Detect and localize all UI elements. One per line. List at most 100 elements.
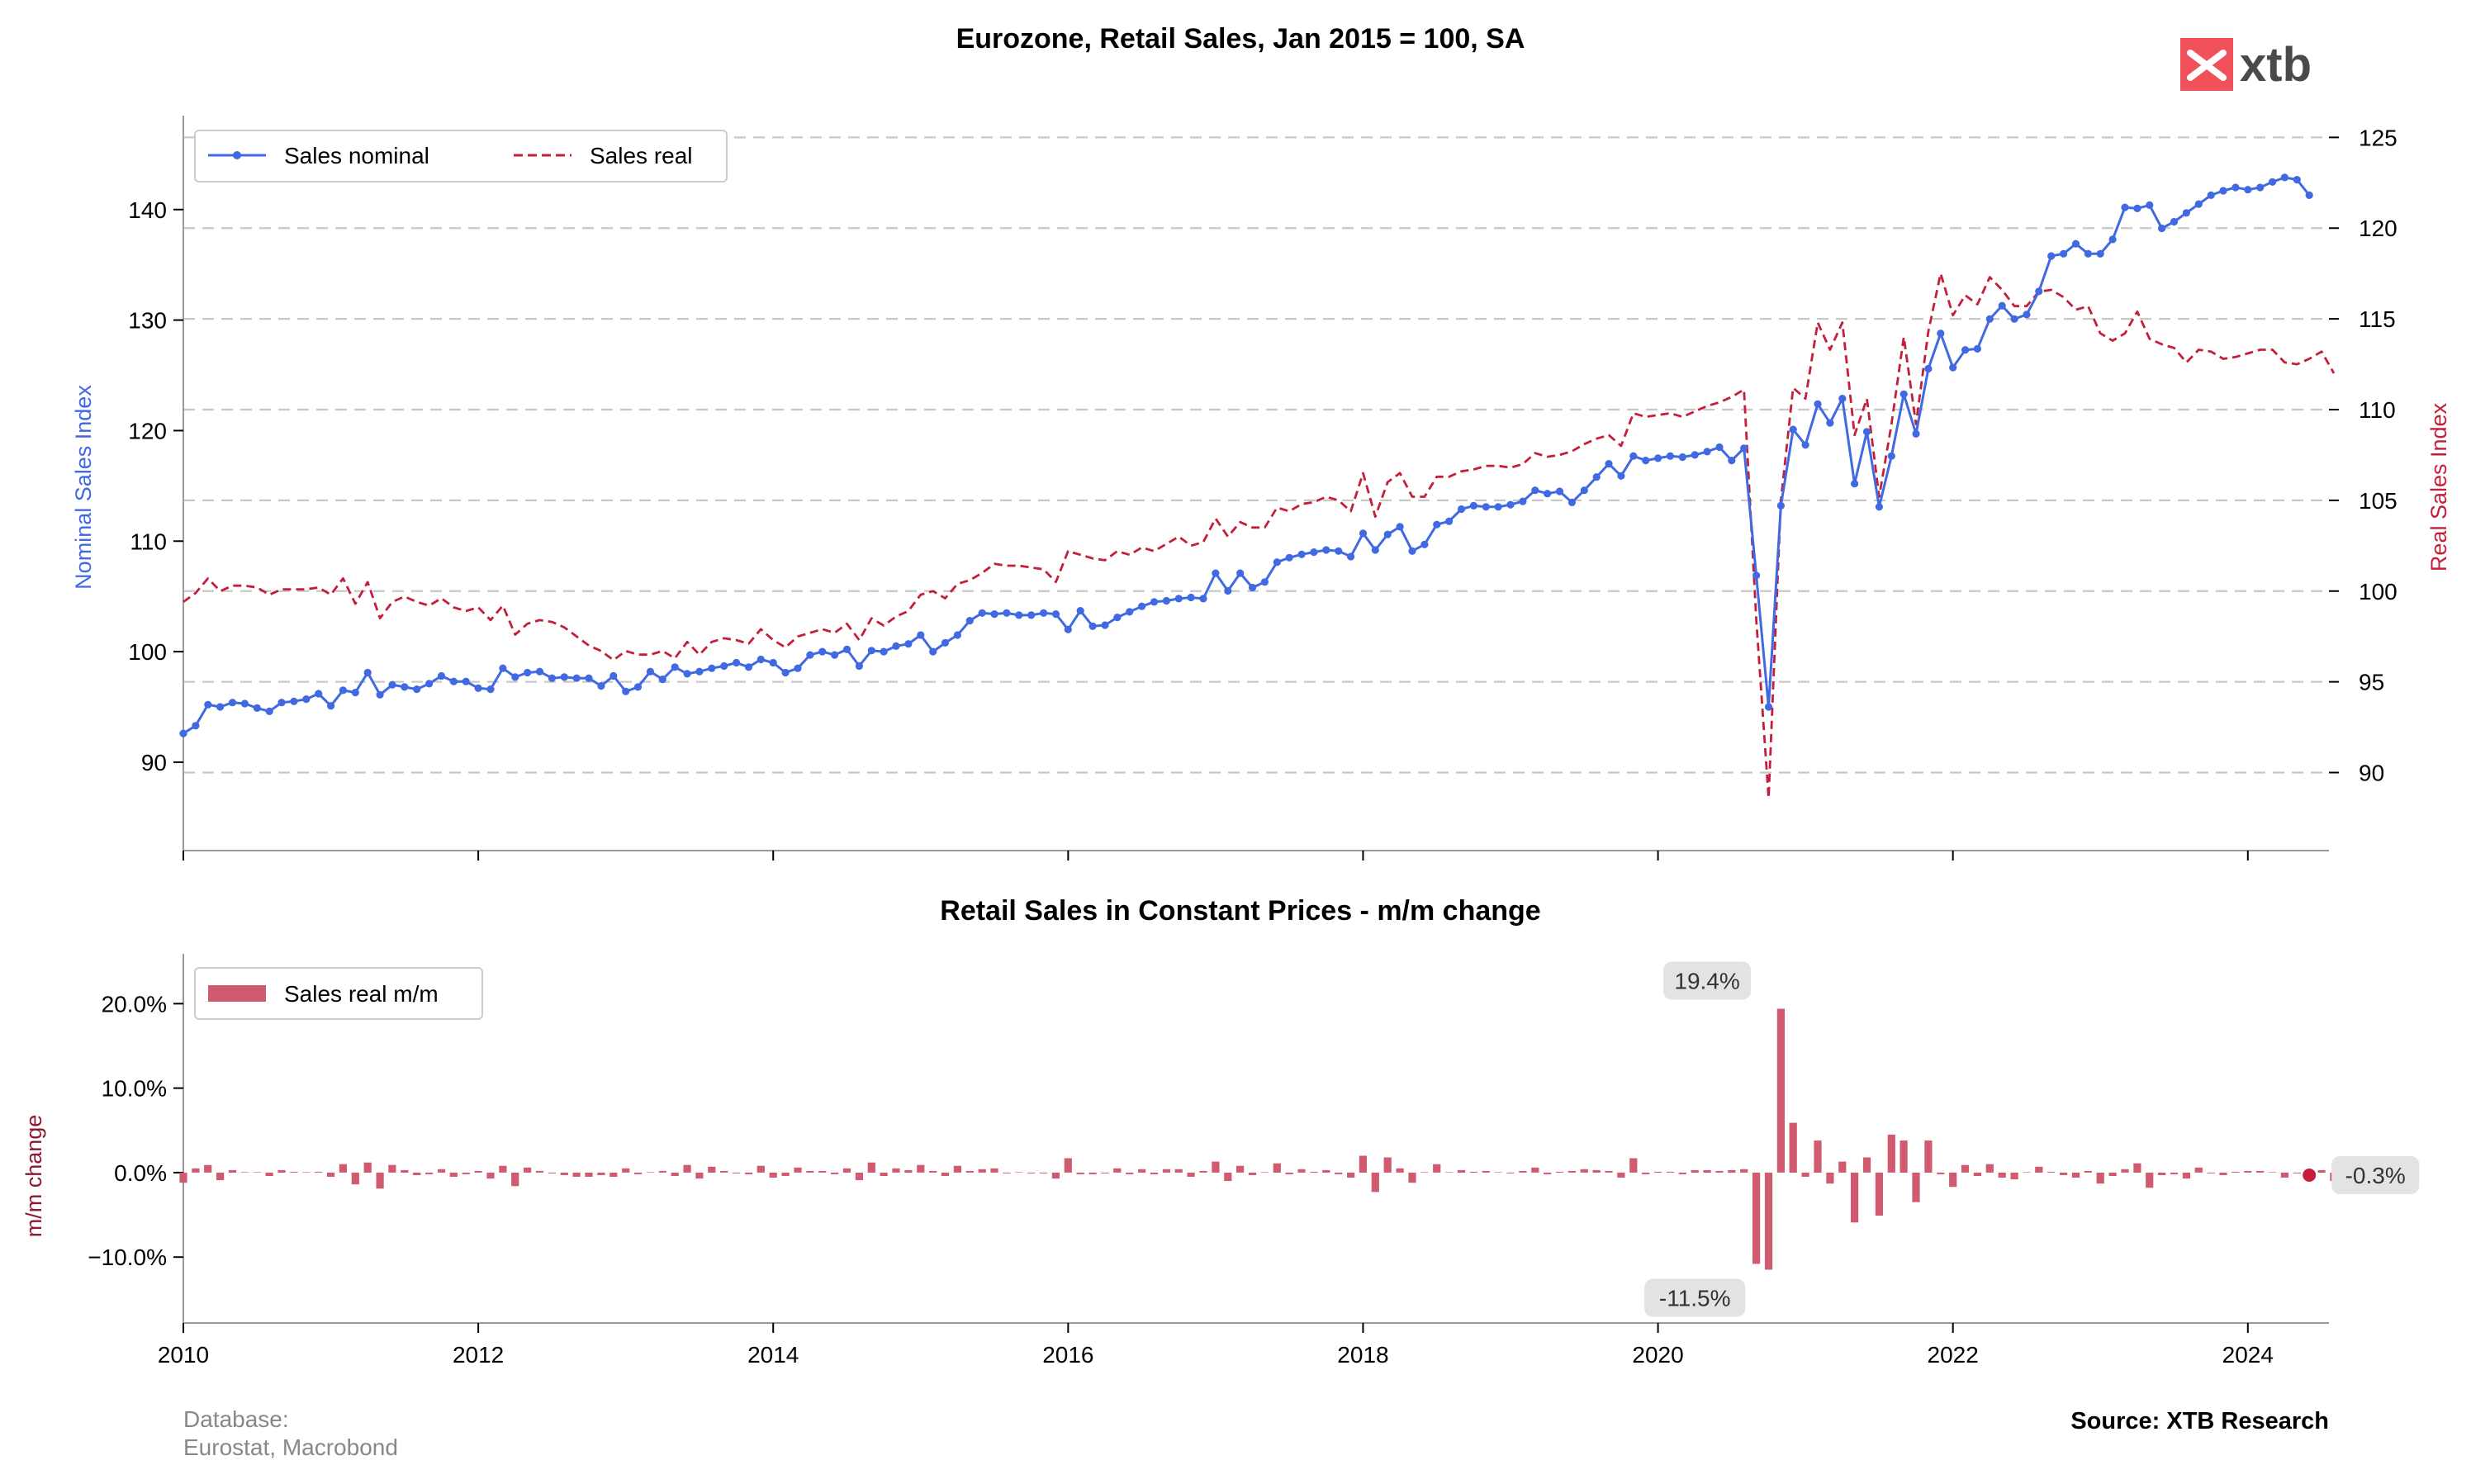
- nominal-point: [1519, 497, 1527, 505]
- nominal-point: [2108, 235, 2117, 244]
- left-tick-label-100: 100: [128, 639, 167, 665]
- nominal-point: [1789, 425, 1797, 434]
- nominal-point: [363, 668, 372, 677]
- bar-mm: [425, 1172, 434, 1174]
- right-tick-label-95: 95: [2359, 670, 2384, 695]
- nominal-point: [560, 673, 568, 681]
- nominal-point: [1101, 621, 1109, 629]
- bar-mm: [1617, 1172, 1625, 1178]
- nominal-point: [1040, 609, 1048, 617]
- nominal-point: [1212, 569, 1220, 577]
- xtb-logo-text: xtb: [2240, 38, 2312, 92]
- nominal-point: [388, 680, 396, 689]
- nominal-point: [1776, 501, 1785, 510]
- nominal-point: [1764, 703, 1773, 711]
- nominal-point: [1297, 550, 1306, 558]
- nominal-point: [769, 658, 777, 667]
- bar-mm: [1297, 1169, 1306, 1173]
- nominal-point: [597, 682, 605, 690]
- bar-mm: [1519, 1170, 1527, 1173]
- bar-mm: [449, 1172, 458, 1177]
- y-axis-label-real: Real Sales Index: [2426, 402, 2451, 571]
- x-tick-label-2024: 2024: [2222, 1342, 2274, 1368]
- nominal-point: [1949, 363, 1957, 372]
- nominal-point: [1752, 571, 1761, 580]
- bar-mm: [2121, 1169, 2129, 1173]
- bottom-legend: Sales real m/m: [194, 967, 483, 1020]
- bar-mm: [1531, 1167, 1539, 1173]
- bar-mm: [2244, 1170, 2252, 1173]
- nominal-point: [1015, 611, 1023, 619]
- nominal-point: [1801, 441, 1809, 449]
- nominal-point: [1985, 315, 1994, 323]
- nominal-point: [535, 667, 544, 676]
- nominal-point: [733, 658, 741, 667]
- nominal-point: [2096, 249, 2104, 258]
- nominal-point: [179, 729, 187, 737]
- footer-database-label: Database:: [183, 1406, 289, 1432]
- nominal-point: [1715, 443, 1724, 452]
- nominal-point: [855, 661, 863, 671]
- bottom-axes: [183, 954, 2329, 1324]
- nominal-point: [1396, 523, 1404, 531]
- nominal-point: [1359, 529, 1368, 538]
- bar-mm: [831, 1172, 839, 1174]
- bar-mm: [1862, 1157, 1871, 1173]
- nominal-point: [2010, 315, 2018, 323]
- bar-mm: [2096, 1172, 2104, 1184]
- bar-mm: [437, 1169, 446, 1173]
- nominal-point: [744, 663, 753, 671]
- nominal-point: [2023, 311, 2031, 319]
- bar-mm: [511, 1172, 519, 1187]
- nominal-point: [572, 674, 581, 682]
- nominal-point: [1051, 610, 1060, 619]
- nominal-point: [1851, 480, 1859, 488]
- bar-mm: [1383, 1157, 1392, 1173]
- nominal-point: [1814, 400, 1822, 408]
- nominal-point: [2269, 178, 2277, 186]
- x-tick-label-2022: 2022: [1928, 1342, 1979, 1368]
- nominal-point: [265, 707, 273, 716]
- bar-mm: [560, 1172, 568, 1175]
- bar-mm: [204, 1164, 212, 1173]
- bar-mm: [646, 1172, 654, 1173]
- top-axes: [183, 116, 2329, 851]
- y-axis-label-mm: m/m change: [21, 1115, 46, 1238]
- nominal-point: [1383, 530, 1392, 538]
- bar-mm: [228, 1169, 237, 1173]
- right-tick-label-100: 100: [2359, 579, 2397, 605]
- bar-mm: [351, 1172, 359, 1185]
- nominal-point: [1469, 501, 1477, 510]
- bar-mm: [1715, 1170, 1724, 1173]
- nominal-point: [425, 680, 434, 688]
- nominal-point: [1138, 602, 1146, 610]
- bottom-tick-label-10: 10.0%: [102, 1076, 167, 1102]
- bar-mm: [2256, 1170, 2265, 1173]
- bar-mm: [744, 1172, 753, 1174]
- legend-swatch-bars: [208, 985, 266, 1002]
- nominal-point: [2293, 176, 2301, 184]
- x-tick-label-2018: 2018: [1337, 1342, 1388, 1368]
- bar-mm: [2280, 1172, 2288, 1178]
- bar-mm: [2146, 1172, 2154, 1188]
- bar-mm: [1629, 1158, 1638, 1173]
- nominal-point: [1580, 486, 1588, 495]
- nominal-point: [720, 661, 728, 671]
- nominal-point: [904, 640, 913, 648]
- nominal-point: [1482, 503, 1490, 511]
- bar-mm: [609, 1172, 618, 1177]
- bar-mm: [720, 1170, 728, 1173]
- xtb-logo-x-icon: [2187, 50, 2227, 81]
- bar-mm: [1445, 1172, 1454, 1173]
- nominal-point: [1248, 583, 1257, 592]
- nominal-point: [2071, 239, 2080, 248]
- nominal-point: [1285, 553, 1293, 562]
- footer-database-sources: Eurostat, Macrobond: [183, 1434, 398, 1460]
- bar-mm: [1814, 1140, 1822, 1173]
- nominal-point: [1887, 452, 1895, 460]
- bar-mm: [1776, 1008, 1785, 1173]
- bar-mm: [917, 1164, 925, 1173]
- nominal-point: [2158, 224, 2166, 233]
- nominal-point: [609, 671, 618, 680]
- annotation-trough: -11.5%: [1659, 1286, 1731, 1311]
